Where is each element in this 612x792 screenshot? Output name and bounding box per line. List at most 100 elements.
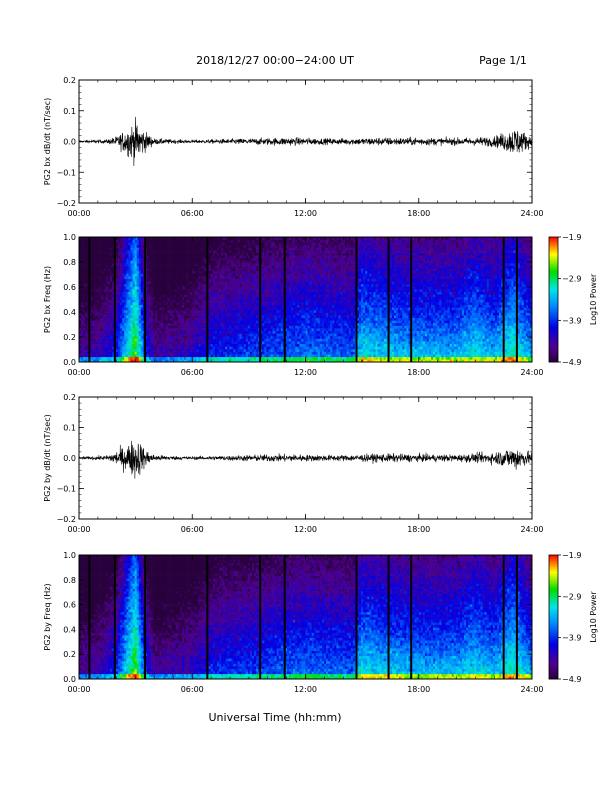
spectrogram-cell [219,335,222,339]
spectrogram-cell [256,354,259,358]
spectrogram-cell [278,294,282,298]
spectrogram-cell [188,346,191,350]
spectrogram-cell [190,252,193,256]
spectrogram-cell [124,325,127,329]
spectrogram-cell [243,333,247,337]
spectrogram-cell [274,304,277,308]
spectrogram-cell [167,242,170,246]
spectrogram-cell [79,247,82,251]
spectrogram-cell [231,278,234,282]
spectrogram-cell [235,247,238,251]
spectrogram-cell [144,289,148,292]
spectrogram-cell [79,239,82,243]
spectrogram-cell [109,252,113,256]
spectrogram-cell [216,356,220,360]
spectrogram-cell [188,255,191,259]
spectrogram-cell [196,281,199,285]
spectrogram-cell [280,333,284,337]
spectrogram-cell [83,351,86,355]
spectrogram-cell [235,330,238,334]
spectrogram-cell [249,359,253,363]
spectrogram-cell [144,312,148,316]
spectrogram-cell [202,242,205,246]
spectrogram-cell [198,296,201,300]
spectrogram-cell [128,304,131,308]
spectrogram-cell [103,252,107,256]
spectrogram-cell [136,335,140,339]
spectrogram-cell [134,276,137,279]
spectrogram-cell [286,354,290,358]
spectrogram-cell [264,312,267,316]
spectrogram-cell [136,299,140,303]
spectrogram-cell [223,359,226,363]
spectrogram-cell [132,346,135,350]
spectrogram-cell [153,294,156,298]
spectrogram-cell [190,237,193,240]
spectrogram-cell [245,341,249,345]
spectrogram-cell [194,335,197,339]
spectrogram-cell [208,273,212,277]
spectrogram-cell [101,351,105,355]
spectrogram-cell [101,273,105,277]
spectrogram-cell [237,237,240,240]
spectrogram-cell [79,296,82,300]
spectrogram-cell [251,294,255,298]
spectrogram-cell [163,307,166,311]
spectrogram-cell [247,273,251,277]
spectrogram-cell [241,263,245,266]
spectrogram-cell [266,281,269,285]
spectrogram-cell [286,317,290,321]
spectrogram-cell [126,351,129,355]
spectrogram-cell [144,309,148,313]
spectrogram-cell [118,356,121,360]
spectrogram-cell [177,242,181,246]
spectrogram-cell [227,317,230,321]
spectrogram-cell [270,278,273,282]
spectrogram-cell [223,341,226,345]
spectrogram-cell [165,330,168,334]
spectrogram-cell [85,351,88,355]
spectrogram-cell [169,252,172,256]
spectrogram-cell [97,278,100,282]
spectrogram-cell [171,294,175,298]
spectrogram-cell [247,309,251,313]
spectrogram-cell [262,286,265,290]
spectrogram-cell [219,252,222,256]
spectrogram-cell [169,263,172,266]
spectrogram-cell [278,335,282,339]
spectrogram-cell [93,330,96,334]
spectrogram-cell [243,294,247,298]
spectrogram-cell [272,237,275,240]
spectrogram-cell [136,348,140,352]
spectrogram-cell [165,351,168,355]
spectrogram-cell [161,247,164,251]
spectrogram-cell [280,322,284,326]
spectrogram-cell [225,317,228,321]
spectrogram-cell [190,356,193,360]
spectrogram-cell [161,343,164,347]
spectrogram-cell [184,291,187,295]
spectrogram-cell [157,351,160,355]
spectrogram-cell [190,343,193,347]
spectrogram-cell [118,283,121,287]
spectrogram-cell [151,252,154,256]
spectrogram-cell [99,317,102,321]
spectrogram-cell [120,330,123,334]
spectrogram-cell [109,346,113,350]
spectrogram-cell [204,237,207,240]
spectrogram-cell [179,330,183,334]
spectrogram-cell [151,270,154,274]
spectrogram-cell [165,289,168,292]
spectrogram-cell [243,356,247,360]
spectrogram-cell [254,239,257,243]
spectrogram-cell [173,278,177,282]
spectrogram-cell [190,273,193,277]
spectrogram-cell [124,247,127,251]
spectrogram-cell [254,257,257,261]
spectrogram-cell [204,250,207,253]
spectrogram-cell [169,244,172,248]
spectrogram-cell [229,268,232,272]
spectrogram-cell [284,250,288,253]
spectrogram-cell [243,242,247,246]
spectrogram-cell [136,247,140,251]
